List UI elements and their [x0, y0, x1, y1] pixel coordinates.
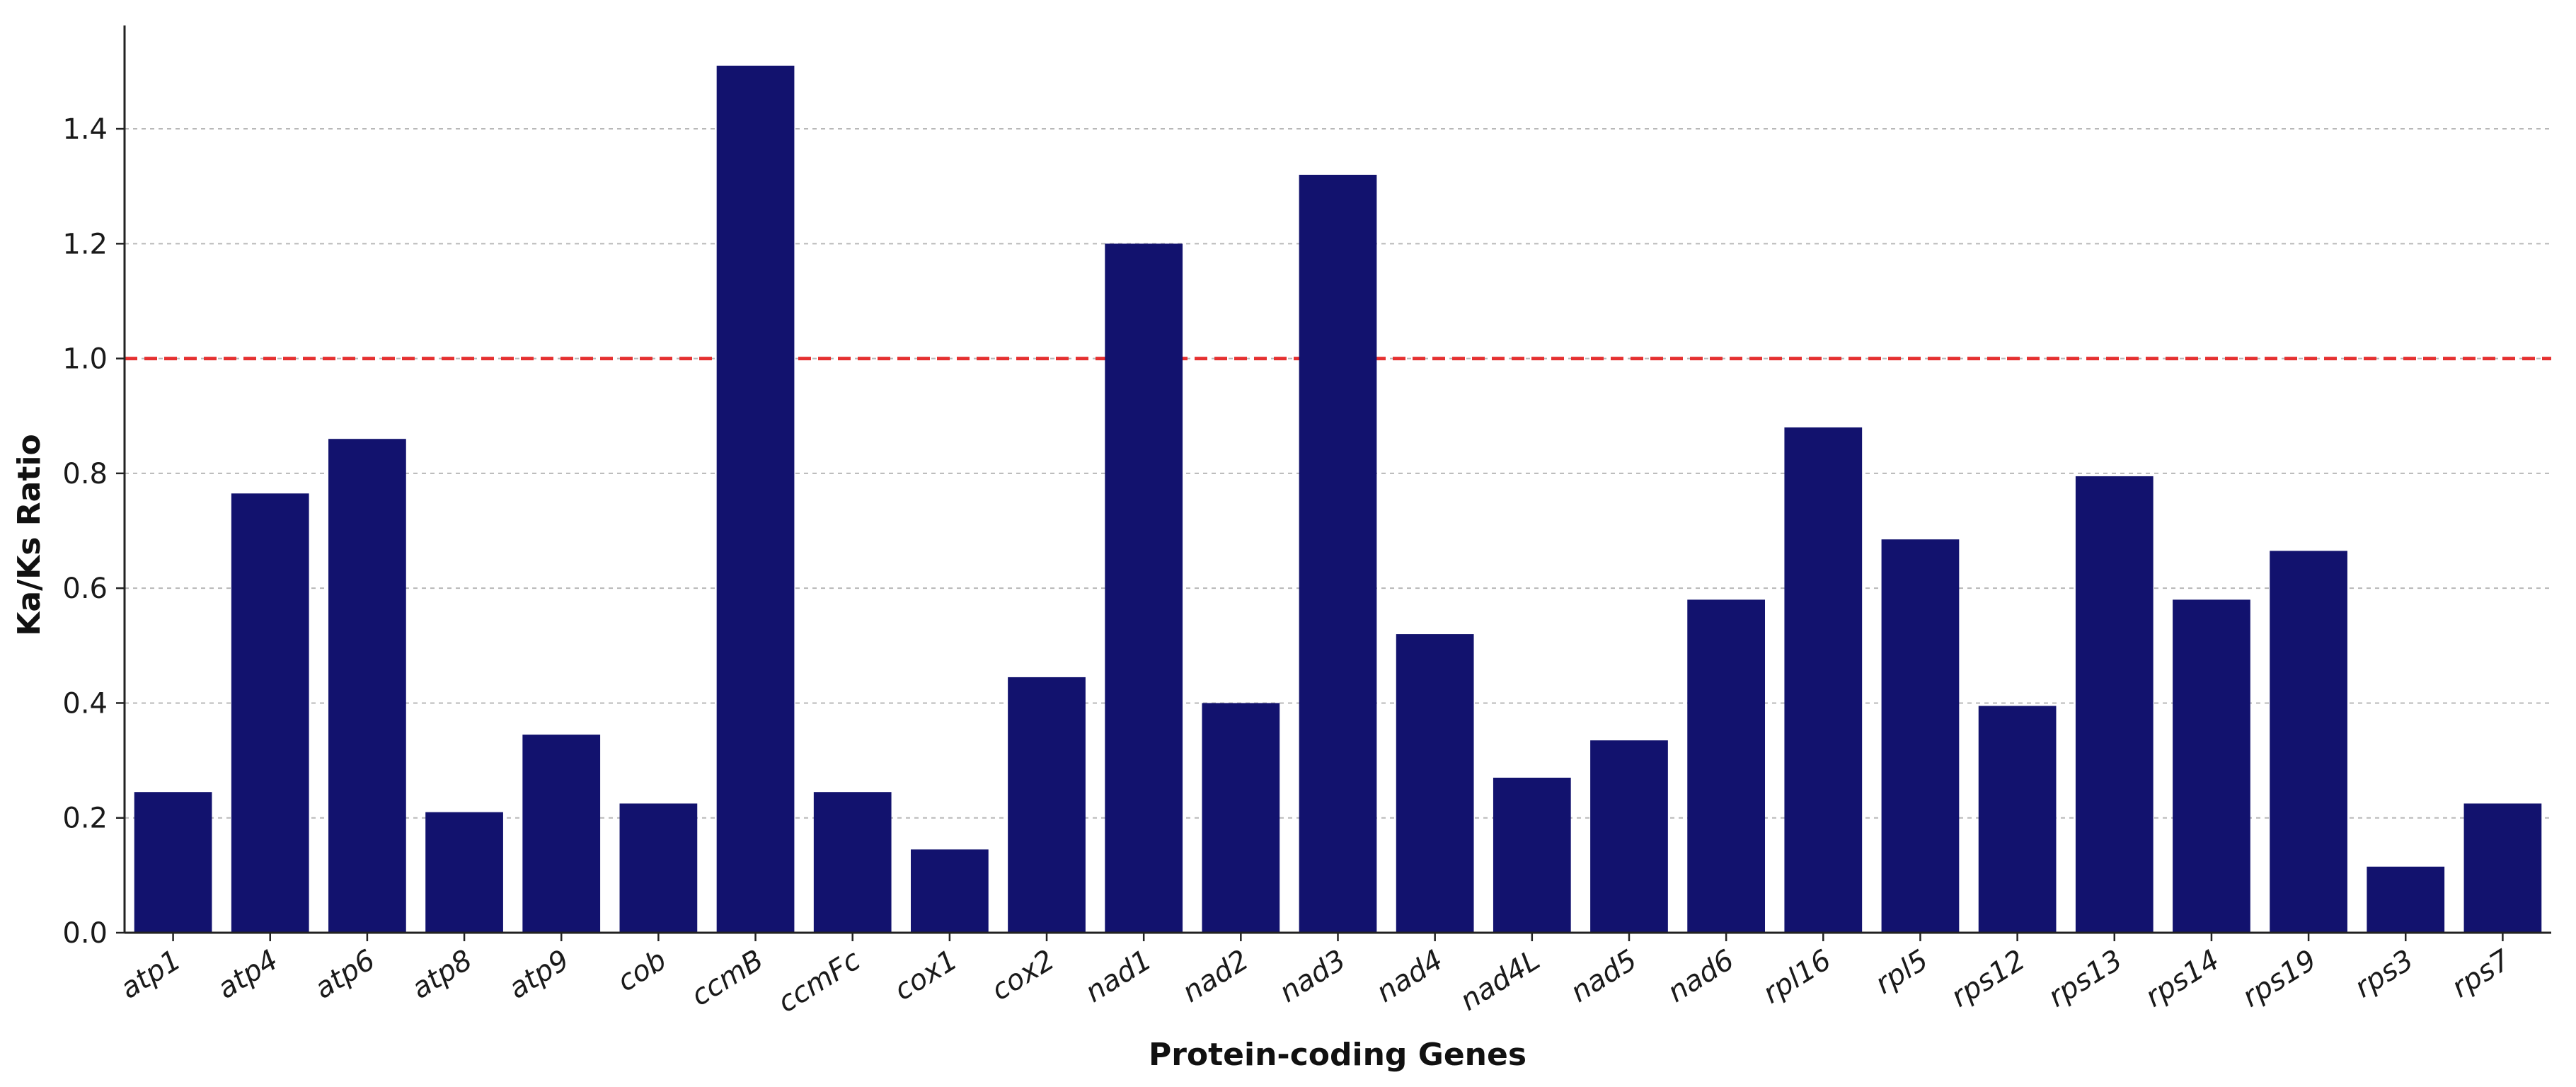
axes [116, 25, 2551, 941]
y-tick-label-2: 0.4 [62, 687, 108, 720]
x-tick-label-nad4: nad4 [1371, 943, 1449, 1008]
x-tick-label-nad4L: nad4L [1454, 943, 1546, 1017]
bar-nad4 [1396, 634, 1474, 933]
bar-cox2 [1008, 677, 1086, 933]
bar-ccmFc [813, 792, 892, 933]
x-tick-label-cox2: cox2 [986, 943, 1060, 1007]
bar-rps19 [2270, 551, 2347, 933]
bar-rps13 [2075, 476, 2154, 933]
bar-ccmB [716, 65, 795, 933]
x-tick-label-ccmB: ccmB [686, 943, 769, 1013]
bar-nad3 [1299, 174, 1377, 933]
y-tick-label-0: 0.0 [62, 917, 108, 950]
bar-cob [619, 803, 698, 933]
bar-atp4 [231, 493, 309, 933]
x-tick-label-atp4: atp4 [212, 943, 284, 1005]
bar-atp1 [134, 792, 212, 933]
bars [134, 65, 2542, 933]
x-tick-label-rps3: rps3 [2349, 943, 2419, 1004]
bar-nad5 [1590, 740, 1668, 933]
bar-atp8 [425, 812, 503, 933]
x-tick-label-cob: cob [611, 943, 672, 998]
y-tick-label-7: 1.4 [62, 113, 108, 146]
y-tick-label-5: 1.0 [62, 343, 108, 376]
bar-rps12 [1978, 706, 2057, 933]
x-tick-label-nad6: nad6 [1662, 943, 1740, 1008]
x-axis-title: Protein-coding Genes [1149, 1037, 1526, 1073]
x-tick-label-rps7: rps7 [2446, 943, 2517, 1004]
y-tick-label-6: 1.2 [62, 228, 108, 260]
x-tick-label-rpl5: rpl5 [1870, 943, 1934, 1001]
bar-atp6 [328, 439, 406, 933]
x-tick-labels: atp1 atp4 atp6 atp8 atp9 cob ccmB ccmFc cox1 cox2… [115, 943, 2517, 1019]
y-axis-title: Ka/Ks Ratio [11, 434, 47, 635]
y-tick-label-4: 0.8 [62, 458, 108, 490]
x-tick-label-nad5: nad5 [1565, 943, 1643, 1008]
y-tick-labels: 0.0 0.2 0.4 0.6 0.8 1.0 1.2 1.4 [62, 113, 108, 950]
bar-rpl5 [1881, 539, 1960, 933]
x-tick-label-rps19: rps19 [2237, 943, 2323, 1013]
bar-nad2 [1202, 703, 1280, 933]
x-tick-label-rps12: rps12 [1945, 943, 2031, 1013]
x-tick-label-nad3: nad3 [1274, 943, 1352, 1008]
bar-nad1 [1105, 243, 1183, 933]
x-tick-label-cox1: cox1 [889, 943, 963, 1007]
bar-rpl16 [1784, 427, 1863, 933]
bar-rps7 [2463, 803, 2542, 933]
y-tick-label-3: 0.6 [62, 573, 108, 605]
x-tick-label-atp6: atp6 [309, 943, 381, 1005]
bar-nad6 [1687, 599, 1766, 933]
x-tick-label-atp9: atp9 [503, 943, 575, 1005]
bar-nad4L [1493, 777, 1571, 933]
x-tick-label-atp1: atp1 [115, 943, 187, 1005]
bar-rps14 [2173, 599, 2250, 933]
bar-cox1 [910, 849, 989, 933]
bar-rps3 [2367, 866, 2445, 933]
x-tick-label-rpl16: rpl16 [1757, 943, 1836, 1010]
x-tick-label-nad1: nad1 [1080, 943, 1158, 1008]
x-tick-label-atp8: atp8 [406, 943, 478, 1005]
x-tick-label-nad2: nad2 [1177, 943, 1255, 1008]
y-tick-label-1: 0.2 [62, 803, 108, 835]
bar-atp9 [522, 735, 601, 933]
x-tick-label-rps13: rps13 [2042, 943, 2128, 1013]
x-tick-label-rps14: rps14 [2140, 943, 2226, 1013]
x-tick-label-ccmFc: ccmFc [772, 943, 866, 1019]
